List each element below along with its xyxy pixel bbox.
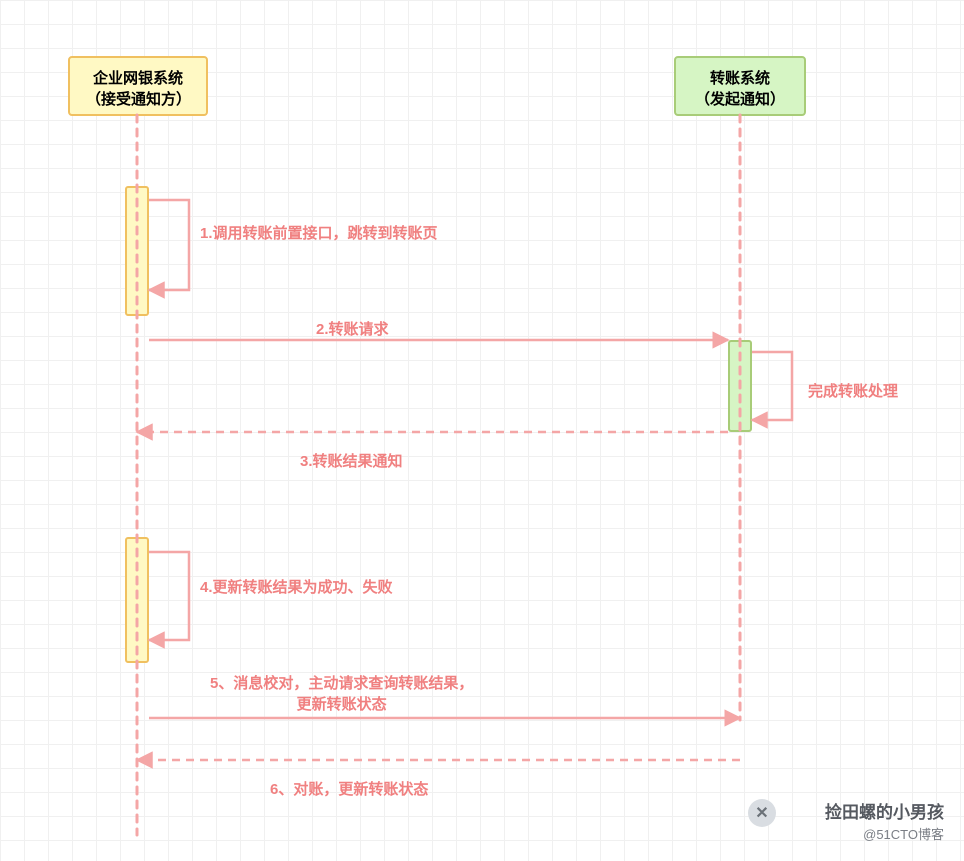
label-msg-6: 6、对账，更新转账状态 xyxy=(270,778,428,799)
participant-left-line1: 企业网银系统 xyxy=(86,68,190,89)
activation-left-2 xyxy=(125,537,149,663)
label-msg-3: 3.转账结果通知 xyxy=(300,450,403,471)
watermark-sub: @51CTO博客 xyxy=(863,824,944,843)
participant-left-line2: （接受通知方） xyxy=(86,89,190,110)
participant-right-line1: 转账系统 xyxy=(692,68,788,89)
grid-background xyxy=(0,0,964,861)
activation-left-1 xyxy=(125,186,149,316)
label-msg-5: 5、消息校对，主动请求查询转账结果， 更新转账状态 xyxy=(210,672,473,714)
participant-right-line2: （发起通知） xyxy=(692,89,788,110)
label-msg-2: 2.转账请求 xyxy=(316,318,389,339)
participant-transfer-system: 转账系统 （发起通知） xyxy=(674,56,806,116)
label-msg-1: 1.调用转账前置接口，跳转到转账页 xyxy=(200,222,438,243)
label-msg-4: 4.更新转账结果为成功、失败 xyxy=(200,576,393,597)
watermark-icon: ✕ xyxy=(748,799,776,827)
label-msg-2b: 完成转账处理 xyxy=(808,380,898,401)
activation-right-1 xyxy=(728,340,752,432)
watermark-title: 捡田螺的小男孩 xyxy=(825,798,944,823)
participant-enterprise-bank: 企业网银系统 （接受通知方） xyxy=(68,56,208,116)
